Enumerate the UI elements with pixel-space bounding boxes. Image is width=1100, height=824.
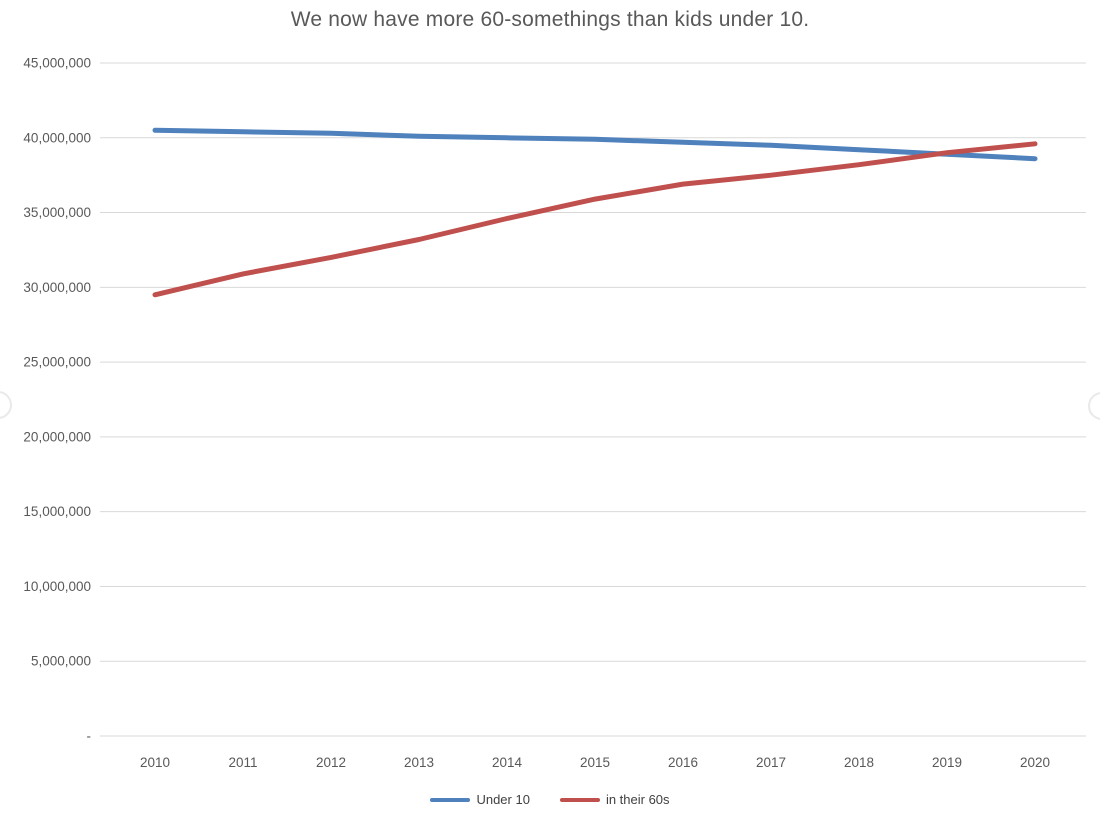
y-axis-tick-label: 15,000,000 xyxy=(23,504,91,519)
legend-label-in-their-60s: in their 60s xyxy=(605,792,670,807)
x-axis-tick-label: 2013 xyxy=(404,755,434,770)
chart-legend: Under 10 in their 60s xyxy=(0,792,1100,807)
legend-line-swatch-in-their-60s xyxy=(559,797,600,802)
x-axis-tick-label: 2015 xyxy=(580,755,610,770)
series-line-in-their-60s xyxy=(152,141,1038,298)
legend-line-swatch-under-10 xyxy=(430,797,471,802)
x-axis-tick-label: 2018 xyxy=(844,755,874,770)
x-axis-tick-label: 2016 xyxy=(668,755,698,770)
y-axis-tick-label: 45,000,000 xyxy=(23,56,91,71)
y-axis-tick-label: 10,000,000 xyxy=(23,579,91,594)
x-axis-tick-label: 2020 xyxy=(1020,755,1050,770)
x-axis-tick-label: 2011 xyxy=(228,755,257,770)
legend-item-in-their-60s: in their 60s xyxy=(559,792,670,807)
x-axis-tick-label: 2014 xyxy=(492,755,523,770)
chart-title: We now have more 60-somethings than kids… xyxy=(290,8,810,31)
legend-label-under-10: Under 10 xyxy=(476,792,530,807)
y-axis-tick-label: 35,000,000 xyxy=(23,205,91,220)
y-axis-tick-label: 25,000,000 xyxy=(23,355,91,370)
y-axis-tick-label: 20,000,000 xyxy=(23,429,91,444)
x-axis-tick-label: 2010 xyxy=(140,755,170,770)
series-line-under-10 xyxy=(152,127,1038,162)
x-axis-tick-label: 2017 xyxy=(756,755,786,770)
x-axis-tick-label: 2019 xyxy=(932,755,962,770)
y-axis-tick-label: - xyxy=(87,729,92,744)
legend-item-under-10: Under 10 xyxy=(430,792,530,807)
x-axis-tick-label: 2012 xyxy=(316,755,346,770)
y-axis-tick-label: 30,000,000 xyxy=(23,280,91,295)
y-axis-tick-label: 40,000,000 xyxy=(23,130,91,145)
y-axis-tick-label: 5,000,000 xyxy=(31,654,91,669)
